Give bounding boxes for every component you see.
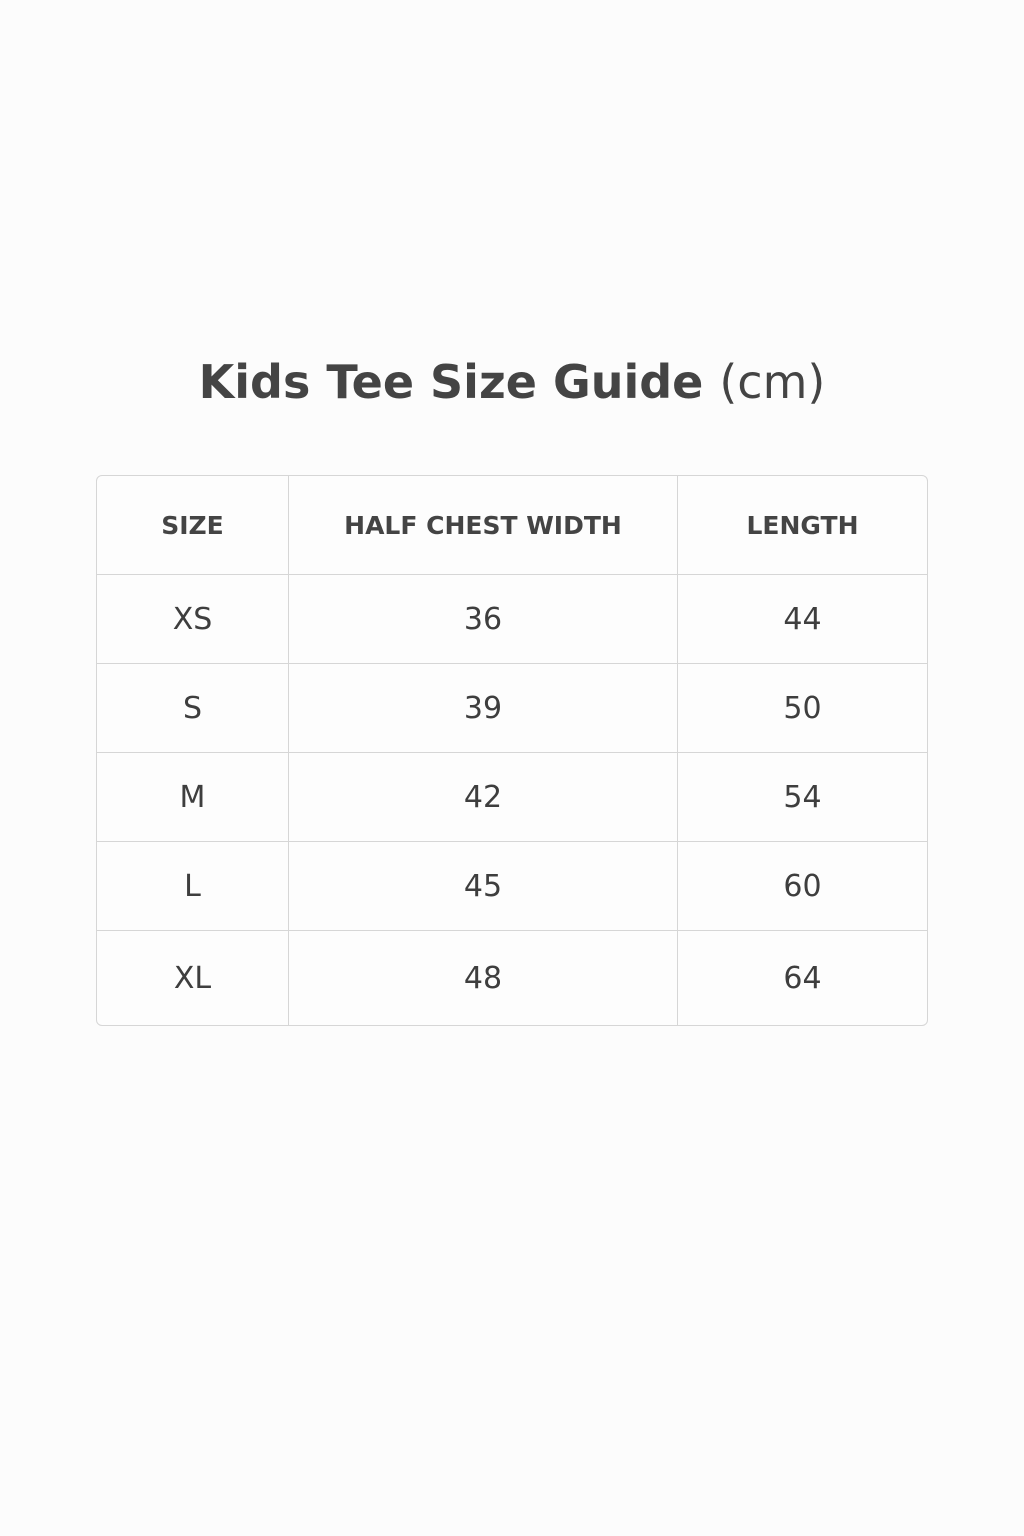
cell-size: XS <box>97 575 289 664</box>
table-row: XS 36 44 <box>97 575 927 664</box>
cell-chest: 42 <box>289 753 678 842</box>
cell-length: 44 <box>678 575 927 664</box>
table-row: M 42 54 <box>97 753 927 842</box>
cell-length: 50 <box>678 664 927 753</box>
cell-length: 64 <box>783 960 822 996</box>
header-size: SIZE <box>97 476 289 575</box>
cell-length: 54 <box>678 753 927 842</box>
header-length: LENGTH <box>678 476 927 575</box>
cell-chest: 36 <box>289 575 678 664</box>
table-row: S 39 50 <box>97 664 927 753</box>
cell-length: 60 <box>678 842 927 931</box>
cell-size: M <box>97 753 289 842</box>
cell-chest: 48 <box>289 931 678 1025</box>
page-title: Kids Tee Size Guide (cm) <box>0 355 1024 409</box>
header-half-chest-width: HALF CHEST WIDTH <box>289 476 678 575</box>
title-unit: (cm) <box>719 355 826 409</box>
cell-chest: 39 <box>289 664 678 753</box>
cell-size: L <box>97 842 289 931</box>
header-row: SIZE HALF CHEST WIDTH LENGTH <box>97 476 927 575</box>
table-row: L 45 60 <box>97 842 927 931</box>
size-table: SIZE HALF CHEST WIDTH LENGTH XS 36 44 S 39 5… <box>96 475 928 1026</box>
cell-chest: 45 <box>289 842 678 931</box>
title-main: Kids Tee Size Guide <box>198 355 704 409</box>
cell-size: S <box>97 664 289 753</box>
cell-size: XL <box>97 931 289 1025</box>
table-row: XL 48 64 <box>97 931 927 1025</box>
